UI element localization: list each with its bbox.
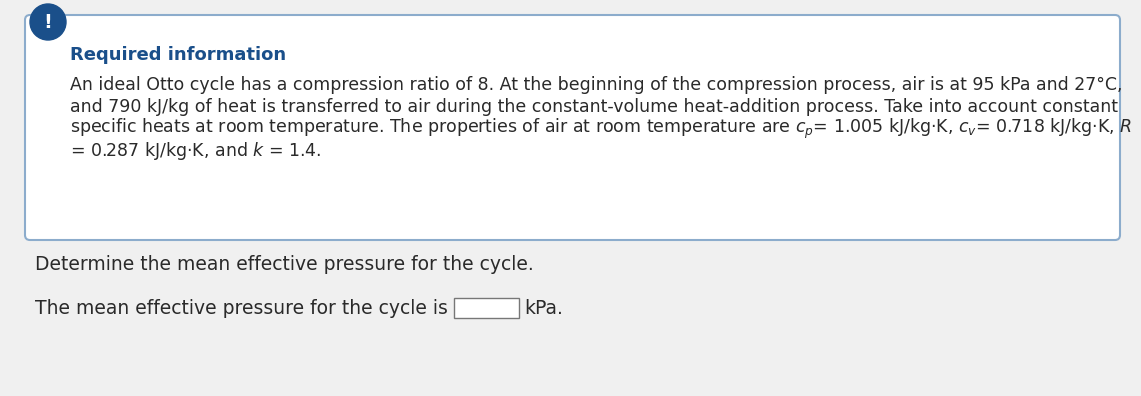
FancyBboxPatch shape: [454, 298, 519, 318]
Text: Determine the mean effective pressure for the cycle.: Determine the mean effective pressure fo…: [35, 255, 534, 274]
Text: !: !: [43, 13, 52, 32]
Circle shape: [30, 4, 66, 40]
FancyBboxPatch shape: [25, 15, 1120, 240]
Text: Required information: Required information: [70, 46, 286, 64]
Text: An ideal Otto cycle has a compression ratio of 8. At the beginning of the compre: An ideal Otto cycle has a compression ra…: [70, 76, 1123, 94]
Text: specific heats at room temperature. The properties of air at room temperature ar: specific heats at room temperature. The …: [70, 117, 1132, 141]
Text: The mean effective pressure for the cycle is: The mean effective pressure for the cycl…: [35, 299, 454, 318]
Text: kPa.: kPa.: [524, 299, 563, 318]
Text: and 790 kJ/kg of heat is transferred to air during the constant-volume heat-addi: and 790 kJ/kg of heat is transferred to …: [70, 98, 1118, 116]
Text: = 0.287 kJ/kg·K, and $k$ = 1.4.: = 0.287 kJ/kg·K, and $k$ = 1.4.: [70, 140, 322, 162]
